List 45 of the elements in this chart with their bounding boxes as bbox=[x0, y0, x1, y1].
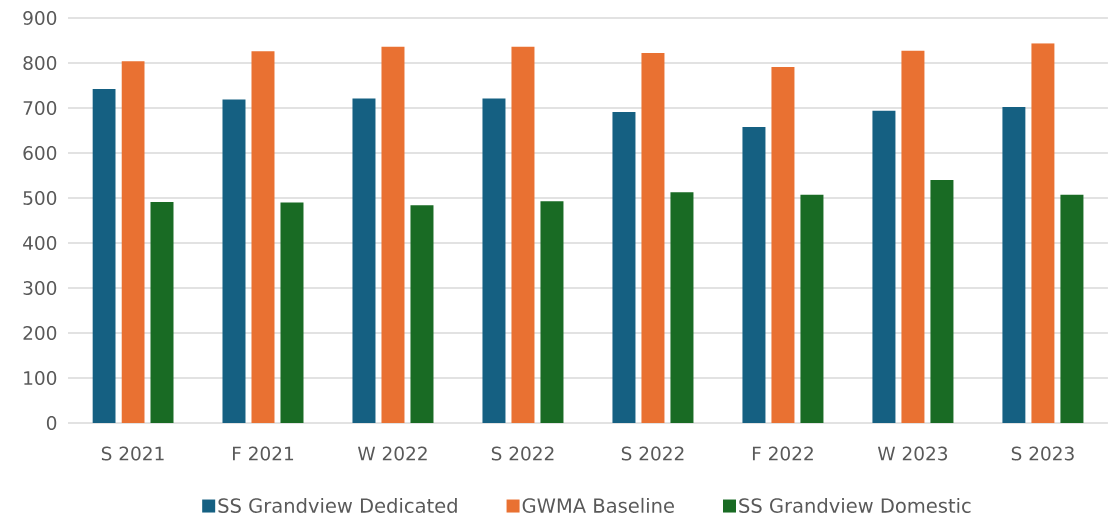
x-tick-label: S 2022 bbox=[491, 446, 554, 461]
bar bbox=[381, 46, 405, 423]
bar bbox=[222, 99, 246, 423]
bar bbox=[872, 110, 896, 423]
bar bbox=[800, 194, 824, 423]
y-tick-label: 700 bbox=[23, 100, 57, 115]
bar bbox=[641, 53, 665, 423]
bar bbox=[742, 126, 766, 423]
bar bbox=[92, 89, 116, 423]
x-tick-label: F 2021 bbox=[233, 446, 294, 461]
x-tick-label: W 2022 bbox=[357, 446, 427, 461]
y-tick-label: 500 bbox=[23, 190, 57, 205]
bar bbox=[410, 205, 434, 423]
bar bbox=[121, 61, 145, 423]
bar bbox=[150, 202, 174, 423]
y-tick-label: 400 bbox=[23, 235, 57, 250]
bar bbox=[1060, 194, 1084, 423]
bar bbox=[670, 192, 694, 423]
x-tick-label: S 2021 bbox=[101, 446, 164, 461]
bar bbox=[511, 46, 535, 423]
y-tick-label: 800 bbox=[23, 55, 57, 70]
legend-label: SS Grandview Domestic bbox=[739, 497, 971, 513]
legend-label: SS Grandview Dedicated bbox=[218, 497, 457, 513]
bar bbox=[1002, 107, 1026, 423]
x-tick-label: W 2023 bbox=[877, 446, 948, 461]
bar bbox=[771, 67, 795, 423]
bar bbox=[612, 112, 636, 423]
y-tick-label: 0 bbox=[46, 415, 57, 430]
bar bbox=[901, 50, 925, 423]
y-tick-label: 200 bbox=[23, 325, 57, 340]
y-tick-label: 600 bbox=[23, 145, 57, 160]
bar bbox=[1031, 43, 1055, 423]
bar bbox=[280, 202, 304, 423]
bar bbox=[540, 201, 564, 423]
x-tick-label: S 2022 bbox=[621, 446, 684, 461]
legend-label: GWMA Baseline bbox=[522, 497, 674, 513]
y-tick-label: 300 bbox=[23, 280, 57, 295]
y-tick-label: 100 bbox=[24, 370, 57, 385]
bar bbox=[251, 51, 275, 423]
x-tick-label: S 2023 bbox=[1011, 446, 1074, 461]
bar bbox=[352, 98, 376, 423]
bar bbox=[482, 98, 506, 423]
bar bbox=[930, 180, 954, 423]
x-tick-label: F 2022 bbox=[752, 446, 813, 461]
y-tick-label: 900 bbox=[23, 10, 57, 25]
